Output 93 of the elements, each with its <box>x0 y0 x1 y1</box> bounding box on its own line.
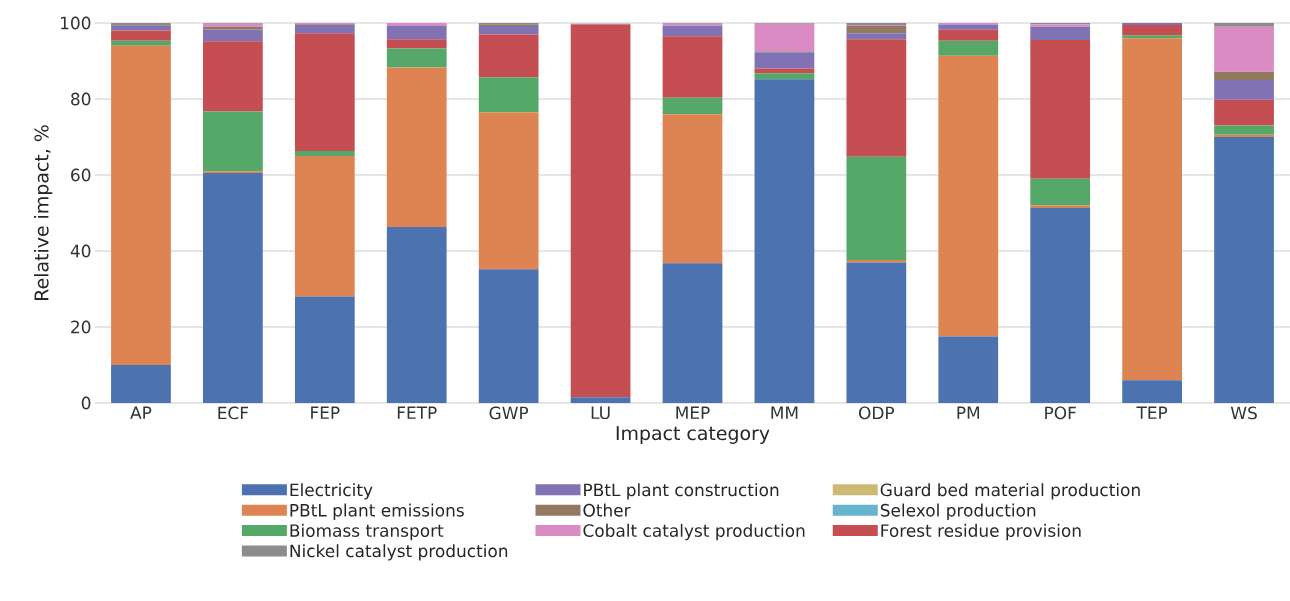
bar <box>203 29 263 42</box>
bar <box>1214 26 1274 72</box>
bar <box>1030 26 1091 41</box>
x-tick-label: ODP <box>859 406 895 420</box>
bar <box>478 26 539 35</box>
bar <box>662 114 723 264</box>
bar <box>1214 80 1274 100</box>
legend-label: Electricity <box>290 483 373 500</box>
bar <box>846 39 907 157</box>
bar <box>386 23 447 27</box>
bar <box>1122 38 1182 381</box>
legend-label: Other <box>583 503 631 517</box>
bar <box>111 30 171 41</box>
y-tick-label: 80 <box>71 92 91 106</box>
x-tick-label: TEP <box>1136 406 1168 419</box>
bar <box>1030 178 1091 206</box>
bar <box>386 39 447 49</box>
bar <box>111 25 171 31</box>
bar <box>111 40 171 46</box>
legend-label: PBtL plant construction <box>584 483 779 500</box>
bar <box>1214 99 1274 126</box>
bar <box>1122 380 1182 403</box>
bar <box>1214 125 1274 135</box>
bar <box>938 55 999 337</box>
bar <box>1030 205 1091 209</box>
bar <box>386 67 447 228</box>
y-tick-label: 20 <box>71 320 91 334</box>
legend-label: Biomass transport <box>290 523 444 541</box>
legend-label: Selexol production <box>880 503 1036 520</box>
bar <box>294 24 355 34</box>
bar <box>938 29 999 41</box>
bar <box>938 40 999 56</box>
legend-label: Cobalt catalyst production <box>583 523 805 541</box>
bar <box>1214 71 1274 80</box>
x-tick-label: WS <box>1230 406 1257 420</box>
bar <box>570 397 631 403</box>
bar <box>938 336 999 403</box>
x-tick-label: ECF <box>218 406 249 420</box>
legend-label: Guard bed material production <box>880 483 1140 500</box>
x-tick-label: GWP <box>489 406 529 420</box>
x-tick-label: FEP <box>311 406 340 419</box>
y-tick-label: 40 <box>70 244 91 258</box>
bar <box>478 269 539 403</box>
bar <box>294 151 355 156</box>
bar <box>1122 35 1182 39</box>
bar <box>478 112 539 270</box>
bar <box>754 23 815 52</box>
x-tick-label: PM <box>957 406 980 419</box>
y-tick-label: 0 <box>81 396 91 410</box>
bar <box>1214 137 1274 403</box>
x-tick-label: AP <box>130 406 152 419</box>
bar <box>478 77 539 113</box>
bar <box>1030 208 1091 403</box>
bar <box>846 262 907 403</box>
bar <box>294 33 355 152</box>
bar <box>111 365 171 403</box>
bar <box>1030 40 1091 179</box>
legend-label: PBtL plant emissions <box>290 503 464 520</box>
bar <box>846 33 907 40</box>
bar <box>754 73 815 80</box>
bar <box>754 52 815 69</box>
bar <box>662 36 723 98</box>
x-tick-label: MEP <box>676 406 710 419</box>
bar <box>386 26 447 40</box>
bar <box>570 24 631 398</box>
bar <box>938 24 999 30</box>
bar <box>203 173 263 403</box>
bar <box>294 156 355 297</box>
bar <box>386 48 447 68</box>
bar <box>846 26 907 34</box>
bar <box>1122 24 1182 36</box>
bar <box>754 79 815 403</box>
x-axis-title: Impact category <box>616 426 770 444</box>
bar <box>662 263 723 403</box>
bar <box>478 34 539 78</box>
legend-label: Forest residue provision <box>881 523 1081 541</box>
x-tick-label: LU <box>591 406 610 420</box>
y-tick-label: 100 <box>61 16 91 30</box>
bar <box>1214 23 1274 27</box>
bar <box>662 25 723 37</box>
bar <box>203 41 263 112</box>
y-tick-label: 60 <box>71 168 91 182</box>
legend-label: Nickel catalyst production <box>290 544 508 561</box>
bar <box>294 296 355 403</box>
x-tick-label: FETP <box>397 406 437 419</box>
bar <box>111 45 171 365</box>
x-tick-label: POF <box>1045 406 1076 420</box>
bar <box>846 156 907 261</box>
bar <box>662 97 723 115</box>
x-tick-label: MM <box>771 406 798 419</box>
bar <box>203 111 263 172</box>
bar <box>386 227 447 403</box>
y-axis-title: Relative impact, % <box>34 125 53 300</box>
